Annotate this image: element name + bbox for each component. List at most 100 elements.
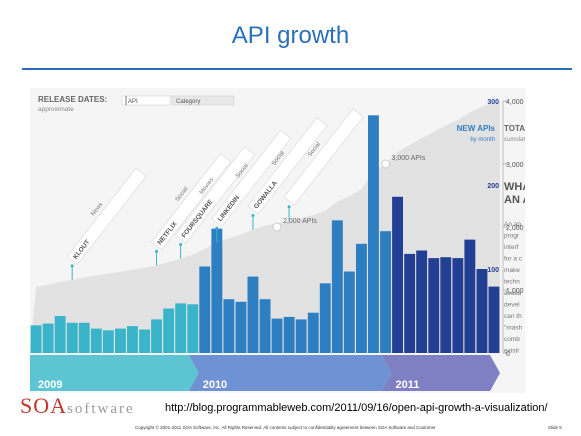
new-apis-bar[interactable] bbox=[380, 231, 391, 353]
milestone-label: 2,000 APIs bbox=[283, 218, 317, 225]
release-marker-dot bbox=[251, 214, 255, 218]
new-apis-bar[interactable] bbox=[42, 323, 54, 353]
year-band-2009 bbox=[30, 355, 199, 391]
release-marker-dot bbox=[155, 249, 159, 253]
new-apis-bar[interactable] bbox=[331, 220, 343, 353]
right-axis-tick: 4,000 bbox=[506, 99, 524, 106]
side-text-line: WHA bbox=[504, 181, 525, 193]
api-growth-chart: KLOUTNewsNETFLIXSocialFOURSQUAREMoviesLI… bbox=[30, 88, 525, 393]
year-label: 2010 bbox=[203, 379, 227, 391]
new-apis-bar[interactable] bbox=[307, 312, 319, 353]
side-text-line: interf bbox=[504, 244, 519, 251]
release-marker-dot bbox=[287, 205, 291, 209]
side-text-line: can th bbox=[504, 313, 522, 320]
new-apis-bar[interactable] bbox=[356, 243, 367, 353]
filter-category-label: Category bbox=[176, 99, 200, 105]
new-apis-bar[interactable] bbox=[404, 253, 416, 353]
new-apis-bar[interactable] bbox=[440, 257, 452, 353]
filter-api-label: API bbox=[128, 99, 138, 105]
new-apis-bar[interactable] bbox=[343, 271, 355, 354]
right-axis-tick: 1,000 bbox=[506, 288, 524, 295]
release-tag-box bbox=[283, 108, 364, 206]
right-axis-tick: 0 bbox=[506, 351, 510, 358]
year-label: 2009 bbox=[38, 379, 62, 391]
side-text-line: comb bbox=[504, 336, 520, 343]
release-tag-box bbox=[151, 153, 231, 251]
new-apis-bar[interactable] bbox=[464, 239, 476, 353]
release-tag-box bbox=[247, 117, 328, 215]
side-text-line: for a c bbox=[504, 256, 523, 263]
new-apis-bar[interactable] bbox=[319, 283, 331, 353]
left-axis-title: NEW APIs bbox=[457, 124, 496, 133]
left-axis-tick: 300 bbox=[487, 99, 499, 106]
footer-copyright: Copyright © 2001-2011 SOA Software, Inc.… bbox=[135, 425, 437, 430]
legend-subtitle: approximate bbox=[38, 106, 74, 113]
right-axis-title: TOTAL APIs bbox=[504, 124, 525, 133]
new-apis-bar[interactable] bbox=[78, 322, 90, 353]
new-apis-bar[interactable] bbox=[102, 330, 114, 353]
new-apis-bar[interactable] bbox=[247, 276, 259, 353]
logo-suffix: software bbox=[67, 401, 135, 417]
slide-title: API growth bbox=[231, 22, 350, 49]
side-text-line: make bbox=[504, 267, 520, 274]
new-apis-bar[interactable] bbox=[223, 299, 235, 353]
new-apis-bar[interactable] bbox=[127, 326, 138, 353]
new-apis-bar[interactable] bbox=[235, 301, 247, 353]
filter-api-box[interactable] bbox=[121, 95, 171, 106]
new-apis-bar[interactable] bbox=[271, 318, 283, 353]
new-apis-bar[interactable] bbox=[151, 319, 162, 353]
new-apis-bar[interactable] bbox=[30, 325, 42, 353]
new-apis-bar[interactable] bbox=[90, 328, 102, 353]
side-text-line: availa bbox=[504, 290, 521, 297]
left-axis-tick: 200 bbox=[487, 183, 499, 190]
new-apis-bar[interactable] bbox=[163, 308, 175, 354]
soa-software-logo: SOAsoftware bbox=[20, 393, 135, 419]
new-apis-bar[interactable] bbox=[392, 196, 403, 353]
left-axis-tick: 100 bbox=[487, 267, 499, 274]
year-band-2010 bbox=[188, 355, 392, 391]
new-apis-bar[interactable] bbox=[295, 319, 307, 353]
new-apis-bar[interactable] bbox=[476, 269, 488, 353]
side-text-line: existi bbox=[504, 348, 519, 355]
source-url[interactable]: http://blog.programmableweb.com/2011/09/… bbox=[165, 402, 548, 414]
side-text-line: "mash bbox=[504, 325, 523, 332]
filter-category-box[interactable] bbox=[171, 95, 235, 106]
side-text-line: techn bbox=[504, 279, 520, 286]
new-apis-bar[interactable] bbox=[187, 304, 199, 353]
release-marker-dot bbox=[179, 243, 183, 246]
new-apis-bar[interactable] bbox=[259, 299, 271, 353]
new-apis-bar[interactable] bbox=[283, 316, 295, 353]
new-apis-bar[interactable] bbox=[368, 115, 379, 353]
right-axis-subtitle: cumulative bbox=[504, 137, 525, 143]
release-marker-dot bbox=[215, 226, 219, 230]
right-axis-tick: 3,000 bbox=[506, 162, 524, 169]
new-apis-bar[interactable] bbox=[199, 266, 211, 354]
release-tag-box bbox=[66, 167, 147, 265]
new-apis-bar[interactable] bbox=[54, 316, 66, 353]
side-text-line: An ap bbox=[504, 221, 521, 228]
year-label: 2011 bbox=[396, 379, 420, 391]
new-apis-bar[interactable] bbox=[66, 322, 78, 353]
new-apis-bar[interactable] bbox=[452, 258, 464, 353]
release-tag-box bbox=[211, 129, 292, 227]
slide-number: Slide 5 bbox=[548, 425, 562, 430]
new-apis-bar[interactable] bbox=[428, 258, 440, 353]
legend-label: RELEASE DATES: bbox=[38, 95, 107, 104]
new-apis-bar[interactable] bbox=[139, 329, 150, 354]
logo-mark: SOA bbox=[20, 393, 68, 418]
release-tag-box bbox=[175, 146, 256, 244]
side-text-line: AN A bbox=[504, 194, 525, 206]
title-divider bbox=[22, 68, 572, 70]
release-marker-dot bbox=[70, 264, 74, 268]
new-apis-bar[interactable] bbox=[115, 328, 126, 353]
new-apis-bar[interactable] bbox=[488, 286, 500, 353]
milestone-label: 3,000 APIs bbox=[392, 155, 426, 162]
milestone-marker bbox=[381, 159, 391, 169]
new-apis-bar[interactable] bbox=[416, 250, 428, 354]
new-apis-bar[interactable] bbox=[175, 303, 187, 353]
right-axis-tick: 2,000 bbox=[506, 225, 524, 232]
left-axis-subtitle: by month bbox=[470, 137, 495, 143]
year-band-2011 bbox=[381, 355, 500, 391]
new-apis-bar[interactable] bbox=[211, 228, 223, 353]
milestone-marker bbox=[272, 222, 282, 232]
